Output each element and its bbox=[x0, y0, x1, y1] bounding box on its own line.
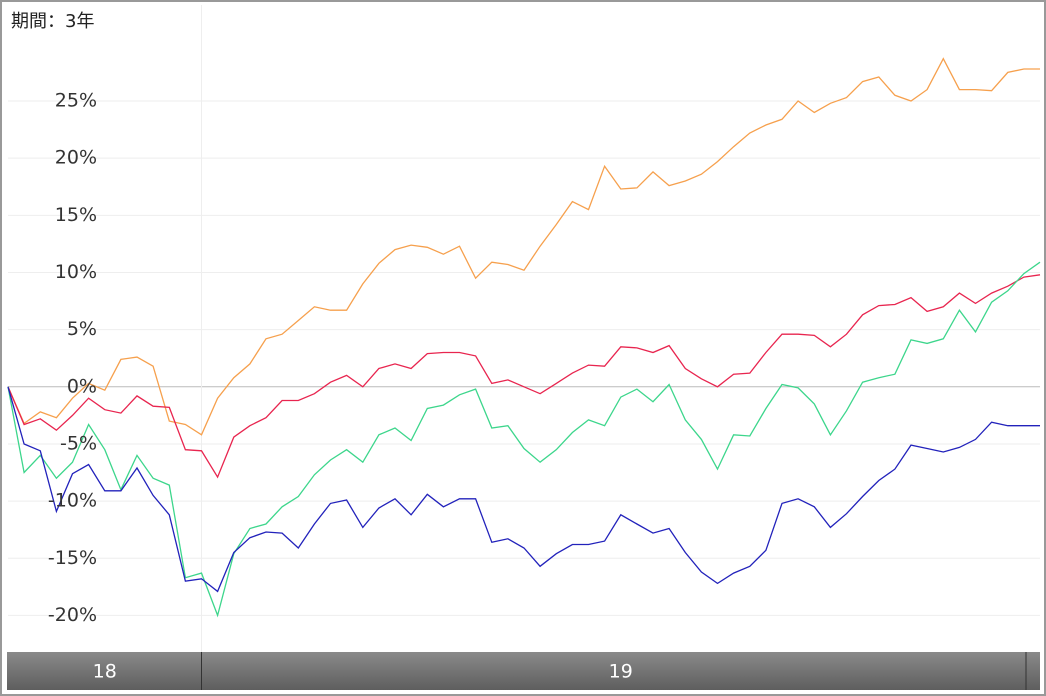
x-tick-label: 19 bbox=[609, 661, 633, 683]
x-tick-label: 18 bbox=[93, 661, 117, 683]
y-tick-label: -10% bbox=[48, 490, 97, 512]
series-line bbox=[7, 57, 1040, 436]
x-axis-bar bbox=[7, 652, 1040, 690]
y-tick-label: 0% bbox=[67, 375, 97, 397]
series-line bbox=[7, 274, 1041, 479]
y-tick-label: 10% bbox=[55, 261, 97, 283]
y-tick-label: -5% bbox=[60, 432, 97, 454]
y-tick-label: -15% bbox=[48, 547, 97, 569]
y-tick-label: 5% bbox=[67, 318, 97, 340]
series-line bbox=[7, 261, 1041, 618]
y-tick-label: 15% bbox=[55, 204, 97, 226]
y-tick-label: 25% bbox=[55, 90, 97, 112]
chart-title: 期間：3年 bbox=[11, 11, 94, 32]
y-tick-label: -20% bbox=[48, 604, 97, 626]
lines bbox=[7, 57, 1041, 618]
series-line bbox=[7, 386, 1040, 593]
y-tick-label: 20% bbox=[55, 147, 97, 169]
